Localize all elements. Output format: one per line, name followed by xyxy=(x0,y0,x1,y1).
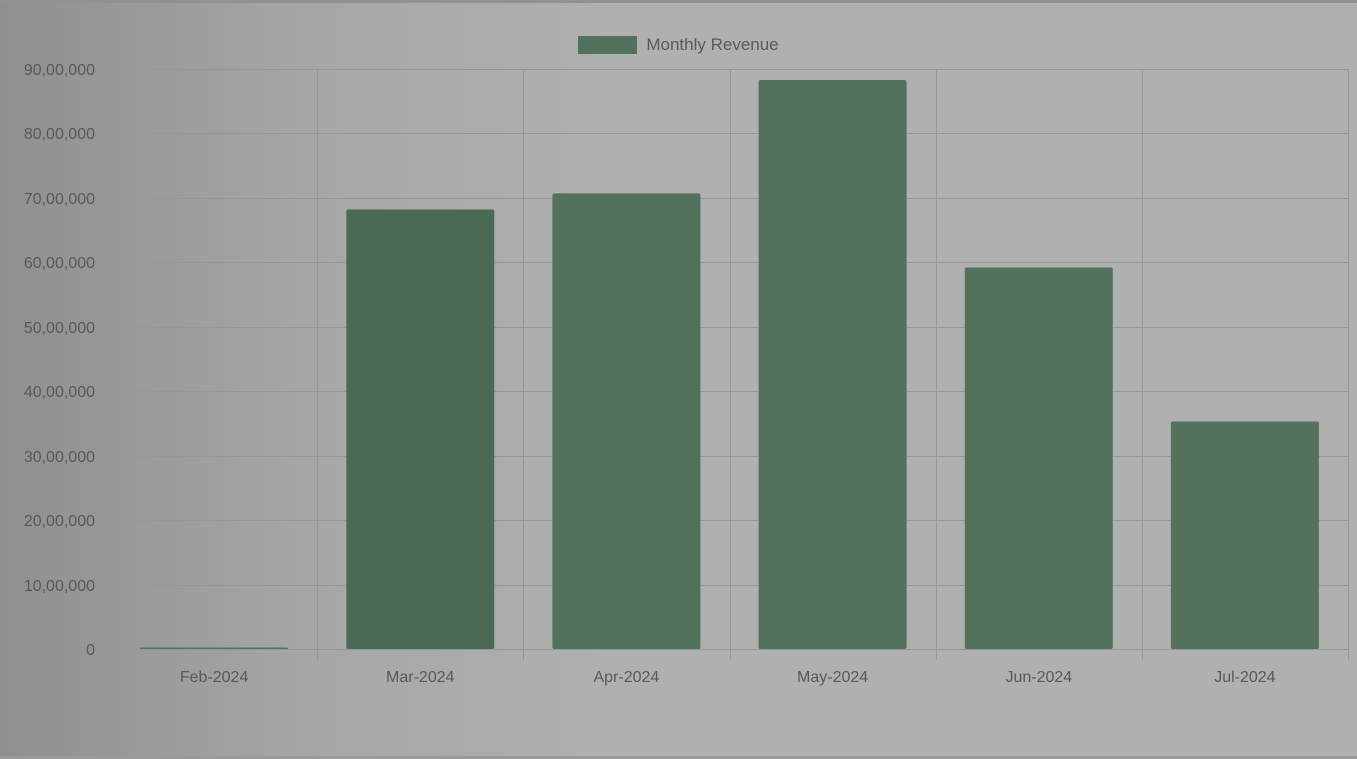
chart-legend[interactable]: Monthly Revenue xyxy=(0,35,1357,55)
x-tick-label: May-2024 xyxy=(797,669,868,686)
bar-feb-2024 xyxy=(140,647,289,649)
legend-swatch-monthly-revenue xyxy=(578,36,638,54)
bar-mar-2024 xyxy=(346,209,495,649)
x-tick-label: Mar-2024 xyxy=(386,669,455,686)
x-tick-label: Apr-2024 xyxy=(593,669,659,686)
y-tick-label: 80,00,000 xyxy=(24,126,95,143)
y-tick-label: 50,00,000 xyxy=(24,320,95,337)
y-tick-label: 10,00,000 xyxy=(24,578,95,595)
bar-apr-2024 xyxy=(552,193,701,649)
bar-may-2024 xyxy=(758,80,907,649)
legend-label-monthly-revenue: Monthly Revenue xyxy=(646,35,779,54)
x-tick-label: Jul-2024 xyxy=(1214,669,1275,686)
y-tick-label: 70,00,000 xyxy=(24,191,95,208)
y-tick-label: 20,00,000 xyxy=(24,513,95,530)
bar-chart: 0 10,00,000 20,00,000 30,00,000 40,00,000 50,… xyxy=(24,62,1349,686)
y-tick-label: 40,00,000 xyxy=(24,384,95,401)
y-tick-label: 90,00,000 xyxy=(24,62,95,79)
bar-jun-2024 xyxy=(964,267,1113,649)
y-tick-label: 30,00,000 xyxy=(24,449,95,466)
x-tick-label: Jun-2024 xyxy=(1005,669,1072,686)
x-tick-label: Feb-2024 xyxy=(180,669,249,686)
y-tick-label: 60,00,000 xyxy=(24,255,95,272)
bar-jul-2024 xyxy=(1170,421,1319,649)
y-tick-label: 0 xyxy=(86,642,95,659)
